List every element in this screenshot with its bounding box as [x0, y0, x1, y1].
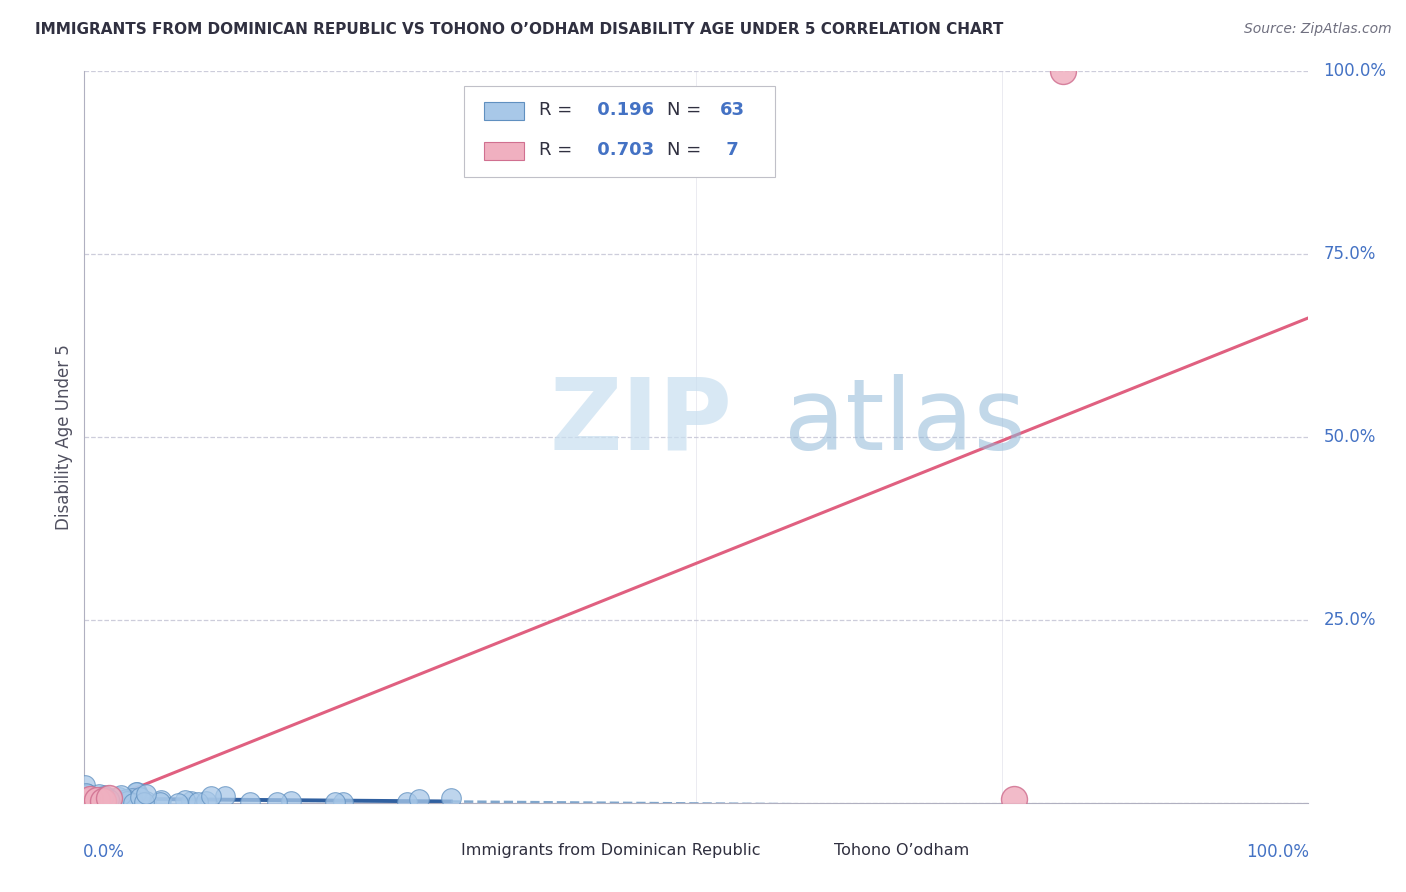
- Point: [117, 794, 139, 808]
- Point: [73, 794, 96, 808]
- Text: 100.0%: 100.0%: [1323, 62, 1386, 80]
- Point: [75, 786, 97, 800]
- Point: [332, 796, 354, 810]
- Bar: [415, 841, 454, 860]
- Point: [135, 794, 157, 808]
- Point: [89, 787, 111, 801]
- Point: [1002, 792, 1025, 806]
- Point: [266, 795, 288, 809]
- Point: [80, 795, 103, 809]
- Point: [101, 790, 124, 805]
- Point: [90, 794, 112, 808]
- Text: N =: N =: [668, 141, 702, 160]
- Text: Source: ZipAtlas.com: Source: ZipAtlas.com: [1244, 22, 1392, 37]
- Point: [73, 778, 96, 792]
- Point: [79, 792, 101, 806]
- Text: 25.0%: 25.0%: [1323, 611, 1376, 629]
- Point: [1052, 64, 1074, 78]
- Point: [84, 794, 107, 808]
- Point: [408, 792, 430, 806]
- Point: [323, 795, 346, 809]
- Text: 0.703: 0.703: [592, 141, 655, 160]
- Point: [111, 796, 134, 810]
- Point: [214, 789, 236, 804]
- Point: [84, 795, 107, 809]
- Point: [132, 795, 155, 809]
- Point: [114, 792, 136, 806]
- Point: [110, 788, 132, 802]
- Point: [173, 793, 195, 807]
- Point: [86, 795, 108, 809]
- Text: Immigrants from Dominican Republic: Immigrants from Dominican Republic: [461, 843, 761, 858]
- Point: [93, 795, 115, 809]
- Point: [80, 793, 103, 807]
- Point: [91, 790, 114, 805]
- Point: [149, 793, 172, 807]
- Point: [167, 796, 190, 810]
- Point: [238, 796, 260, 810]
- Point: [121, 790, 143, 805]
- Point: [91, 794, 114, 808]
- Bar: [787, 841, 827, 860]
- Point: [195, 794, 218, 808]
- Point: [103, 793, 125, 807]
- Text: ZIP: ZIP: [550, 374, 733, 471]
- Point: [98, 791, 121, 805]
- Text: R =: R =: [538, 141, 572, 160]
- Point: [396, 795, 419, 809]
- Point: [97, 791, 120, 805]
- Text: 100.0%: 100.0%: [1246, 843, 1309, 861]
- Point: [111, 796, 134, 810]
- Point: [77, 794, 100, 808]
- Text: 0.0%: 0.0%: [83, 843, 125, 861]
- Text: atlas: atlas: [785, 374, 1025, 471]
- Point: [97, 793, 120, 807]
- Point: [76, 794, 98, 808]
- Point: [187, 795, 209, 809]
- Text: N =: N =: [668, 101, 702, 120]
- Point: [80, 795, 103, 809]
- Text: 7: 7: [720, 141, 738, 160]
- Point: [96, 794, 118, 808]
- Point: [104, 794, 127, 808]
- Point: [98, 795, 121, 809]
- Text: IMMIGRANTS FROM DOMINICAN REPUBLIC VS TOHONO O’ODHAM DISABILITY AGE UNDER 5 CORR: IMMIGRANTS FROM DOMINICAN REPUBLIC VS TO…: [35, 22, 1004, 37]
- Point: [89, 794, 111, 808]
- Bar: [484, 102, 524, 120]
- Point: [122, 796, 145, 810]
- Point: [94, 790, 117, 805]
- Y-axis label: Disability Age Under 5: Disability Age Under 5: [55, 344, 73, 530]
- Point: [149, 796, 172, 810]
- Text: 50.0%: 50.0%: [1323, 428, 1376, 446]
- Point: [96, 791, 118, 805]
- Point: [73, 788, 96, 802]
- Point: [93, 789, 115, 804]
- Point: [76, 792, 98, 806]
- Point: [125, 785, 148, 799]
- Point: [97, 795, 120, 809]
- Text: Tohono O’odham: Tohono O’odham: [834, 843, 970, 858]
- Text: 75.0%: 75.0%: [1323, 245, 1376, 263]
- FancyBboxPatch shape: [464, 86, 776, 178]
- Point: [280, 794, 302, 808]
- Point: [440, 791, 463, 805]
- Text: R =: R =: [538, 101, 572, 120]
- Point: [86, 793, 108, 807]
- Point: [129, 790, 152, 805]
- Point: [125, 785, 148, 799]
- Point: [200, 789, 222, 803]
- Point: [77, 787, 100, 801]
- Point: [98, 794, 121, 808]
- Point: [180, 794, 202, 808]
- Point: [135, 787, 157, 801]
- Bar: [484, 142, 524, 161]
- Text: 0.196: 0.196: [592, 101, 655, 120]
- Point: [108, 789, 131, 804]
- Point: [93, 788, 115, 802]
- Text: 63: 63: [720, 101, 745, 120]
- Point: [90, 789, 112, 804]
